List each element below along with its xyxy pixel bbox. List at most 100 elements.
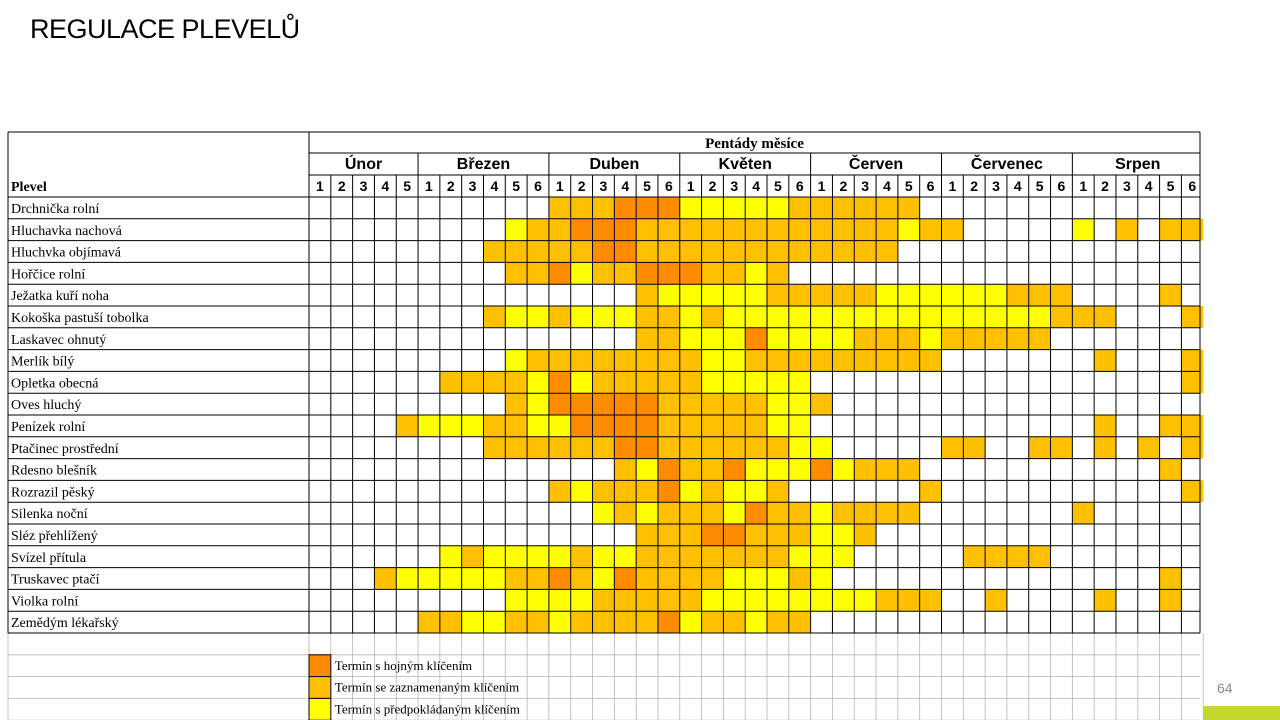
heat-cell — [723, 218, 746, 241]
heat-cell — [854, 218, 877, 241]
heat-cell — [636, 262, 658, 285]
heat-cell — [788, 458, 811, 481]
heat-cell — [614, 349, 637, 372]
heat-cell — [592, 240, 615, 263]
heat-cell — [810, 218, 833, 241]
heat-cell — [548, 589, 571, 612]
heat-cell — [636, 371, 658, 394]
heat-cell — [636, 545, 658, 568]
heat-cell — [614, 480, 637, 503]
heat-cell — [701, 349, 724, 372]
heat-cell — [1094, 436, 1116, 459]
heat-cell — [723, 567, 746, 590]
heat-cell — [810, 545, 833, 568]
heat-cell — [461, 611, 484, 633]
heat-cell — [767, 393, 789, 415]
heat-cell — [548, 480, 571, 503]
heat-cell — [897, 502, 920, 524]
heat-cell — [1159, 284, 1182, 306]
heat-cell — [548, 393, 571, 415]
heat-cell — [1159, 458, 1182, 481]
heat-cell — [548, 545, 571, 568]
heat-cell — [570, 262, 593, 285]
heat-cell — [854, 502, 877, 524]
heat-cell — [919, 589, 942, 612]
heat-cell — [745, 611, 768, 633]
heat-cell — [788, 589, 811, 612]
weed-row-label: Penízek rolní — [11, 420, 85, 435]
heat-cell — [876, 306, 898, 328]
heat-cell — [636, 480, 658, 503]
heat-cell — [723, 524, 746, 546]
pentad-label: 5 — [1036, 178, 1044, 194]
heat-cell — [701, 611, 724, 633]
heat-cell — [788, 284, 811, 306]
heat-cell — [767, 589, 789, 612]
heat-cell — [963, 327, 986, 350]
heat-cell — [461, 415, 484, 437]
pentad-label: 6 — [665, 178, 673, 194]
heat-cell — [483, 436, 506, 459]
heat-cell — [767, 458, 789, 481]
heat-cell — [570, 545, 593, 568]
pentad-label: 2 — [709, 178, 717, 194]
heat-cell — [439, 611, 462, 633]
heat-cell — [374, 567, 397, 590]
pentad-label: 1 — [316, 178, 324, 194]
weed-row-label: Kokoška pastuší tobolka — [11, 311, 149, 326]
weed-row-label: Rozrazil pěský — [11, 485, 95, 500]
heat-cell — [810, 589, 833, 612]
legend-label: Termín s předpokládaným klíčením — [335, 701, 520, 716]
heat-cell — [657, 589, 680, 612]
heat-cell — [985, 306, 1007, 328]
heat-cell — [483, 371, 506, 394]
heat-cell — [527, 371, 549, 394]
heat-cell — [636, 197, 658, 219]
heat-cell — [985, 284, 1007, 306]
heat-cell — [897, 589, 920, 612]
heat-cell — [1028, 545, 1051, 568]
heat-cell — [679, 284, 702, 306]
heat-cell — [548, 306, 571, 328]
heat-cell — [745, 262, 768, 285]
heat-cell — [592, 436, 615, 459]
heat-cell — [1006, 284, 1029, 306]
heat-cell — [919, 349, 942, 372]
weed-row-label: Silenka noční — [11, 507, 88, 522]
heat-cell — [745, 218, 768, 241]
heat-cell — [418, 567, 440, 590]
heat-cell — [483, 611, 506, 633]
heat-cell — [810, 284, 833, 306]
heat-cell — [679, 349, 702, 372]
heat-cell — [527, 415, 549, 437]
heat-cell — [723, 240, 746, 263]
heat-cell — [1181, 480, 1204, 503]
heat-cell — [832, 458, 855, 481]
weed-row-label: Hluchvka objímavá — [11, 246, 122, 261]
heat-cell — [505, 240, 528, 263]
heat-cell — [614, 502, 637, 524]
heat-cell — [657, 218, 680, 241]
pentad-label: 5 — [905, 178, 913, 194]
heat-cell — [592, 306, 615, 328]
heat-cell — [832, 306, 855, 328]
heat-cell — [527, 262, 549, 285]
heat-cell — [1050, 306, 1073, 328]
heat-cell — [723, 611, 746, 633]
heat-cell — [439, 415, 462, 437]
heat-cell — [657, 458, 680, 481]
heat-cell — [832, 218, 855, 241]
heat-cell — [614, 436, 637, 459]
pentad-label: 3 — [992, 178, 1000, 194]
weed-row-label: Hluchavka nachová — [11, 224, 123, 239]
heat-cell — [614, 611, 637, 633]
heat-cell — [897, 327, 920, 350]
heat-cell — [723, 306, 746, 328]
heat-cell — [832, 349, 855, 372]
heat-cell — [788, 197, 811, 219]
heat-cell — [854, 240, 877, 263]
pentad-label: 4 — [1145, 178, 1153, 194]
heat-cell — [941, 306, 964, 328]
page-number: 64 — [1217, 680, 1233, 696]
